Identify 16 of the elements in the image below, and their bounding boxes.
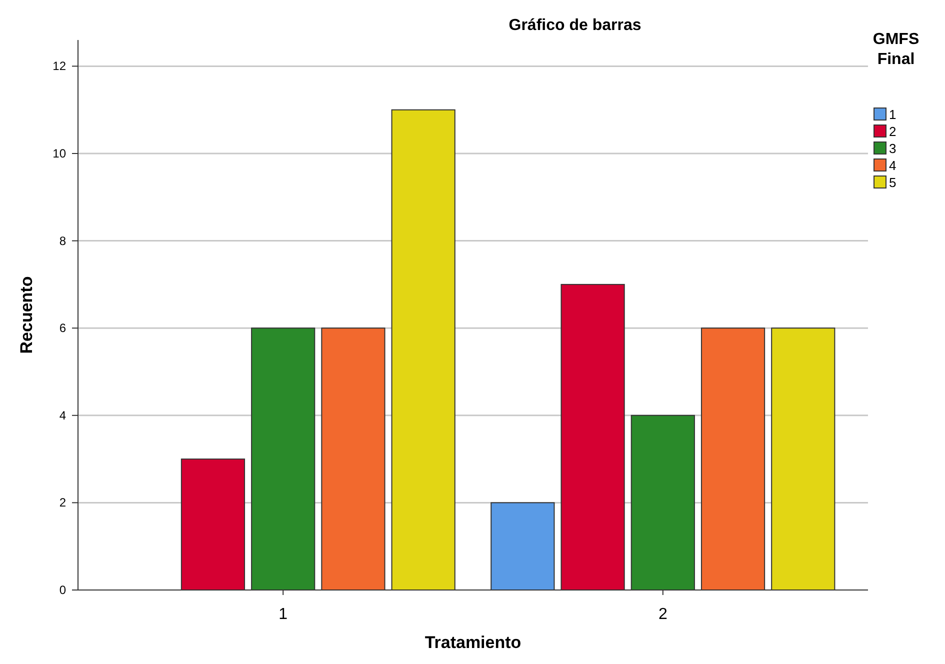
y-tick-label: 8 <box>59 234 66 248</box>
legend-label: 2 <box>889 124 896 139</box>
y-axis-title: Recuento <box>17 276 36 354</box>
y-tick-label: 6 <box>59 321 66 336</box>
x-axis-title: Tratamiento <box>424 633 522 652</box>
legend-label: 4 <box>889 158 896 173</box>
legend-title: GMFS Final <box>872 31 920 68</box>
legend-label: 3 <box>889 141 896 156</box>
y-tick-label: 2 <box>59 496 66 510</box>
y-tick-label: 4 <box>59 408 66 422</box>
y-tick-label: 0 <box>59 583 66 597</box>
y-tick-label: 10 <box>52 146 66 160</box>
legend-label: 5 <box>889 175 896 190</box>
y-tick-label: 12 <box>52 59 66 74</box>
legend-label: 1 <box>889 107 896 122</box>
chart-title: Gráfico de barras <box>508 17 642 34</box>
